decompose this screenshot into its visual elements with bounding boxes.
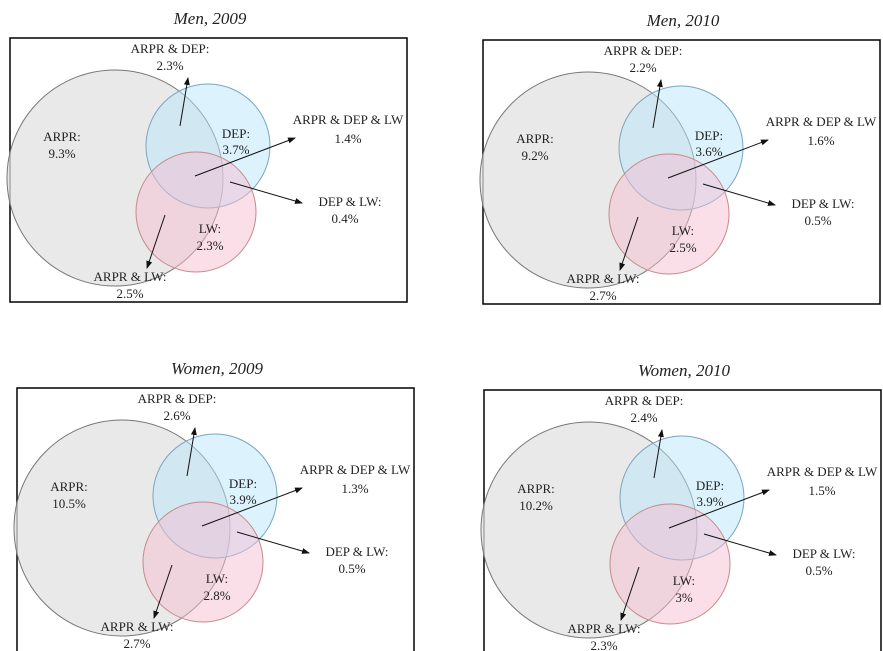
region-label: DEP & LW: — [792, 546, 855, 561]
region-label: ARPR: — [516, 131, 554, 146]
lw-circle — [608, 153, 730, 275]
callout-arrow — [153, 564, 173, 619]
region-value: 0.4% — [331, 211, 358, 226]
region-label: DEP: — [229, 476, 257, 491]
callout-arrow — [668, 489, 770, 529]
region-label: ARPR & DEP & LW — [293, 112, 404, 127]
callout-arrow — [186, 427, 197, 477]
region-value: 3.7% — [222, 142, 249, 157]
callout-arrow — [703, 533, 777, 556]
region-label: DEP & LW: — [325, 544, 388, 559]
region-label: ARPR & LW: — [94, 269, 167, 284]
region-label: ARPR & DEP: — [605, 393, 684, 408]
region-value: 2.3% — [590, 638, 617, 651]
region-value: 3.9% — [696, 494, 723, 509]
region-label: DEP: — [222, 126, 250, 141]
callout-arrow — [702, 183, 776, 206]
region-value: 2.8% — [203, 588, 230, 603]
lw-circle — [609, 503, 731, 625]
callout-arrow — [653, 429, 664, 479]
region-value: 0.5% — [338, 561, 365, 576]
callout-arrow — [194, 137, 296, 177]
region-label: ARPR: — [43, 129, 81, 144]
region-value: 2.5% — [669, 240, 696, 255]
region-label: ARPR & LW: — [568, 621, 641, 636]
lw-circle — [142, 501, 264, 623]
region-value: 2.6% — [163, 408, 190, 423]
callout-arrow — [179, 77, 190, 127]
region-value: 3% — [675, 590, 693, 605]
region-value: 1.3% — [341, 481, 368, 496]
region-label: DEP & LW: — [791, 196, 854, 211]
callout-arrow — [652, 79, 663, 129]
region-value: 2.4% — [630, 410, 657, 425]
region-label: LW: — [206, 571, 228, 586]
region-label: ARPR & DEP & LW — [300, 462, 411, 477]
region-value: 2.5% — [116, 286, 143, 301]
callout-arrow — [201, 487, 303, 527]
region-value: 3.9% — [229, 492, 256, 507]
region-value: 2.3% — [196, 238, 223, 253]
region-label: DEP & LW: — [318, 194, 381, 209]
venn-panel: Men, 2010 ARPR: 9.2% DEP:3.6% LW: 2.5% ARPR & … — [479, 11, 881, 305]
region-label: DEP: — [695, 128, 723, 143]
region-label: ARPR & LW: — [101, 619, 174, 634]
venn-panel: Men, 2009 ARPR: 9.3% DEP:3.7% LW: 2.3% ARPR & … — [6, 9, 408, 303]
venn-panel: Women, 2009 ARPR: 10.5% DEP:3.9% LW: 2.8% ARPR… — [13, 359, 415, 651]
region-label: LW: — [672, 223, 694, 238]
region-label: ARPR & DEP & LW — [766, 114, 877, 129]
region-label: ARPR: — [517, 481, 555, 496]
panel-title: Men, 2010 — [646, 11, 720, 30]
callout-arrow — [620, 566, 640, 621]
region-value: 9.2% — [521, 148, 548, 163]
region-value: 1.6% — [807, 133, 834, 148]
region-value: 2.2% — [629, 60, 656, 75]
panel-title: Women, 2010 — [638, 361, 730, 380]
region-label: ARPR & DEP & LW — [767, 464, 878, 479]
lw-circle — [135, 151, 257, 273]
region-value: 2.3% — [156, 58, 183, 73]
callout-arrow — [146, 214, 166, 269]
region-label: DEP: — [696, 478, 724, 493]
region-value: 0.5% — [804, 213, 831, 228]
region-label: LW: — [673, 573, 695, 588]
region-value: 10.5% — [52, 496, 86, 511]
panel-title: Women, 2009 — [171, 359, 263, 378]
region-label: ARPR & DEP: — [604, 43, 683, 58]
panel-title: Men, 2009 — [173, 9, 247, 28]
region-label: ARPR & LW: — [567, 271, 640, 286]
region-value: 1.4% — [334, 131, 361, 146]
region-value: 2.7% — [589, 288, 616, 303]
region-value: 0.5% — [805, 563, 832, 578]
region-label: LW: — [199, 221, 221, 236]
callout-arrow — [667, 139, 769, 179]
region-value: 3.6% — [695, 144, 722, 159]
region-value: 1.5% — [808, 483, 835, 498]
region-value: 10.2% — [519, 498, 553, 513]
region-label: ARPR & DEP: — [138, 391, 217, 406]
callout-arrow — [236, 531, 310, 554]
venn-panel: Women, 2010 ARPR: 10.2% DEP:3.9% LW: 3% ARPR &… — [480, 361, 882, 651]
region-value: 9.3% — [48, 146, 75, 161]
callout-arrow — [619, 216, 639, 271]
region-label: ARPR & DEP: — [131, 41, 210, 56]
region-value: 2.7% — [123, 636, 150, 651]
callout-arrow — [229, 181, 303, 204]
region-label: ARPR: — [50, 479, 88, 494]
